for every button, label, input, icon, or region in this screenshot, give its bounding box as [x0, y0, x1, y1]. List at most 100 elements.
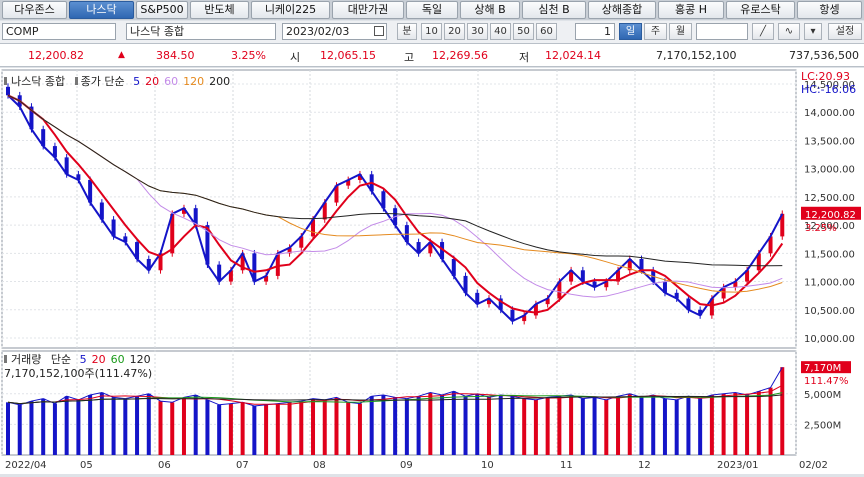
candle-body: [88, 179, 93, 203]
market-tab-7[interactable]: 상해 B: [460, 1, 520, 19]
volume-value: 7,170,152,100: [656, 49, 737, 62]
settings-button[interactable]: 설정: [828, 23, 862, 40]
period-button-0[interactable]: 일: [619, 23, 642, 40]
minute-option-40[interactable]: 40: [490, 23, 511, 40]
volume-bar: [299, 401, 304, 455]
candle-body: [346, 179, 351, 186]
ma-period-120: 120: [183, 75, 205, 88]
candle-body: [52, 146, 57, 158]
price-legend: 나스닥 종합 종가 단순 5 20 60 120 200: [4, 73, 230, 89]
market-tab-3[interactable]: 반도체: [190, 1, 249, 19]
chart-canvas[interactable]: 2022/04 05 06 07 08 09 10 11 12 2023/01 02/02 14,50…: [0, 68, 864, 474]
candle-body: [146, 258, 151, 271]
y-axis-tick: 12,000.00: [804, 221, 855, 232]
market-tab-5[interactable]: 대만가권: [332, 1, 404, 19]
volume-bar: [311, 398, 316, 455]
volume-tag: [801, 361, 851, 374]
candle-body: [721, 287, 726, 299]
blank-input[interactable]: [696, 23, 748, 40]
volume-bar: [604, 399, 609, 455]
draw-tool-icon[interactable]: ∿: [778, 23, 800, 40]
ma-periods: 5 20 60 120 200: [128, 75, 230, 88]
market-tab-9[interactable]: 상해종합: [588, 1, 656, 19]
candle-body: [181, 208, 186, 214]
volume-bar: [662, 398, 667, 455]
low-label: 저: [519, 51, 530, 64]
market-tab-11[interactable]: 유로스탁: [726, 1, 795, 19]
line-chart-icon[interactable]: ╱: [752, 23, 774, 40]
legend-marker-icon: [4, 77, 7, 85]
ma-label: 종가 단순: [74, 75, 125, 88]
volume-bar: [123, 398, 128, 455]
market-tab-2[interactable]: S&P500: [136, 1, 188, 19]
volume-ma-line-20: [7, 384, 783, 405]
volume-bar: [287, 402, 292, 455]
volume-bar: [99, 392, 104, 455]
candle-body: [135, 242, 140, 259]
volume-bar: [217, 404, 222, 455]
volume-bar: [41, 398, 46, 455]
count-value: 1: [604, 25, 611, 38]
candle-body: [264, 275, 269, 282]
period-button-2[interactable]: 월: [669, 23, 692, 40]
candle-body: [756, 253, 761, 271]
volume-ma-period-60: 60: [110, 353, 125, 366]
minute-option-60[interactable]: 60: [536, 23, 557, 40]
candle-body: [6, 86, 10, 96]
market-tab-4[interactable]: 니케이225: [251, 1, 330, 19]
market-tab-8[interactable]: 심천 B: [522, 1, 586, 19]
period-button-1[interactable]: 주: [644, 23, 667, 40]
candle-body: [217, 264, 222, 282]
calendar-icon[interactable]: [374, 26, 384, 36]
volume-bar: [627, 393, 632, 455]
open-value: 12,065.15: [320, 49, 376, 62]
market-tab-0[interactable]: 다우존스: [2, 1, 67, 19]
volume-bar: [580, 398, 585, 455]
candle-body: [76, 174, 81, 180]
y-axis-tick: 14,000.00: [804, 108, 855, 119]
last-pct-tag: 3.25%: [805, 223, 837, 234]
symbol-name-field[interactable]: 나스닥 종합: [126, 23, 276, 40]
candle-body: [428, 242, 433, 254]
volume-bar: [404, 398, 409, 455]
x-axis-label: 10: [481, 460, 494, 471]
volume-bar: [510, 396, 515, 455]
ma-period-5: 5: [133, 75, 141, 88]
candle-body: [686, 298, 691, 310]
price-change-pct: 3.25%: [231, 49, 266, 62]
volume-bar: [381, 394, 386, 455]
market-tab-1[interactable]: 나스닥: [69, 1, 134, 19]
volume-bar: [393, 397, 398, 455]
volume-bar: [498, 394, 503, 455]
volume-bar: [745, 394, 750, 455]
minute-option-50[interactable]: 50: [513, 23, 534, 40]
volume-bar: [674, 399, 679, 455]
volume-bar: [146, 393, 151, 455]
market-tab-6[interactable]: 독일: [406, 1, 458, 19]
symbol-code-input[interactable]: COMP: [2, 23, 116, 40]
volume-ma-period-120: 120: [129, 353, 151, 366]
minute-period-button[interactable]: 분: [397, 23, 417, 40]
dropdown-arrow-icon[interactable]: ▾: [804, 23, 822, 40]
candle-body: [616, 270, 621, 282]
minute-option-30[interactable]: 30: [467, 23, 488, 40]
market-tab-12[interactable]: 항셍: [797, 1, 862, 19]
volume-bar: [205, 399, 210, 455]
date-field[interactable]: 2023/02/03: [282, 23, 387, 40]
volume-bar: [592, 397, 597, 455]
count-input[interactable]: 1: [575, 23, 615, 40]
price-volume-chart[interactable]: 2022/04 05 06 07 08 09 10 11 12 2023/01 02/02 14,50…: [0, 68, 864, 474]
volume-legend: 거래량 단순 5 20 60 120: [4, 351, 151, 367]
candle-body: [416, 242, 421, 254]
volume-bar: [228, 403, 233, 455]
candle-body: [29, 106, 34, 130]
minute-option-10[interactable]: 10: [421, 23, 442, 40]
candle-body: [299, 236, 304, 248]
market-tabs: 다우존스 나스닥 S&P500 반도체 니케이225 대만가권 독일 상해 B 심천 B 상해종합…: [0, 0, 864, 20]
x-axis-label: 07: [236, 460, 249, 471]
last-price-tag-text: 12,200.82: [805, 210, 856, 221]
minute-option-20[interactable]: 20: [444, 23, 465, 40]
candle-body: [252, 253, 257, 282]
volume-bar: [29, 401, 34, 455]
market-tab-10[interactable]: 홍콩 H: [658, 1, 724, 19]
